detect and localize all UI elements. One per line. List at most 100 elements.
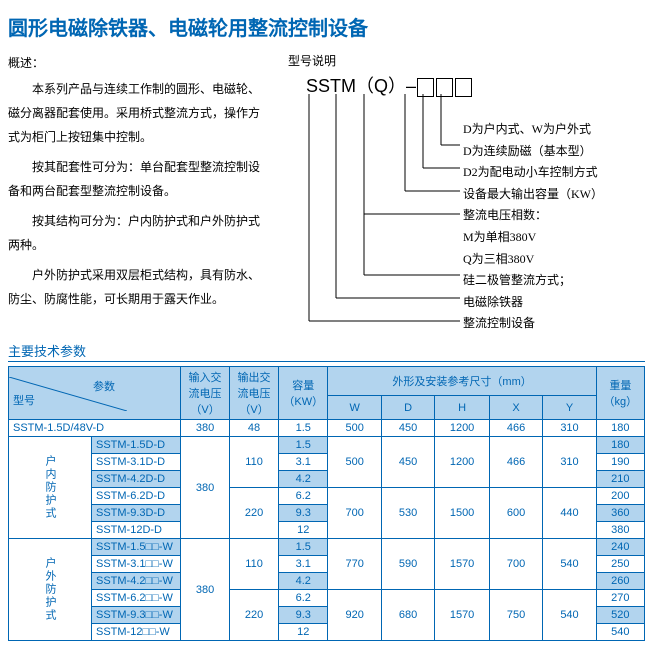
- side-indoor: 户内防护式: [9, 437, 92, 539]
- cell: 1570: [435, 539, 490, 590]
- overview-column: 概述： 本系列产品与连续工作制的圆形、电磁轮、磁分离器配套使用。采用桥式整流方式…: [8, 51, 270, 331]
- cell: 4.2: [279, 471, 328, 488]
- cell: 1200: [435, 420, 490, 437]
- h-x: X: [489, 396, 542, 420]
- cell: SSTM-1.5D/48V-D: [9, 420, 181, 437]
- cell: 380: [596, 522, 644, 539]
- cell: 260: [596, 573, 644, 590]
- cell: 380: [181, 420, 230, 437]
- cell: 600: [489, 488, 542, 539]
- cell: 110: [230, 437, 279, 488]
- cell: 1.5: [279, 420, 328, 437]
- h-wt: 重量（kg）: [596, 367, 644, 420]
- cell: 530: [381, 488, 434, 539]
- model-line: D为连续励磁（基本型）: [463, 141, 653, 163]
- model-heading: 型号说明: [288, 51, 645, 71]
- table-row: 户内防护式 SSTM-1.5D-D 380 110 1.5 500 450 12…: [9, 437, 645, 454]
- model-line: 电磁除铁器: [463, 292, 653, 314]
- cell: 520: [596, 607, 644, 624]
- model-line: D2为配电动小车控制方式: [463, 162, 653, 184]
- cell: 540: [596, 624, 644, 641]
- overview-p3: 按其结构可分为：户内防护式和户外防护式两种。: [8, 209, 270, 257]
- cell: 3.1: [279, 454, 328, 471]
- model-line: 硅二极管整流方式；: [463, 270, 653, 292]
- top-row: 概述： 本系列产品与连续工作制的圆形、电磁轮、磁分离器配套使用。采用桥式整流方式…: [8, 51, 645, 331]
- model-diagram: [288, 71, 468, 331]
- cell: 700: [489, 539, 542, 590]
- diag-header: 参数 型号: [9, 377, 119, 409]
- cell: SSTM-4.2D-D: [92, 471, 181, 488]
- cell: SSTM-6.2D-D: [92, 488, 181, 505]
- cell: 540: [543, 539, 596, 590]
- model-line: M为单相380V: [463, 227, 653, 249]
- cell: SSTM-12□□-W: [92, 624, 181, 641]
- cell: 180: [596, 437, 644, 454]
- model-line: 设备最大输出容量（KW）: [463, 184, 653, 206]
- cell: SSTM-12D-D: [92, 522, 181, 539]
- cell: 500: [328, 437, 381, 488]
- model-line: 整流电压相数：: [463, 205, 653, 227]
- cell: SSTM-3.1D-D: [92, 454, 181, 471]
- cell: 1500: [435, 488, 490, 539]
- h-out: 输出交流电压（V）: [230, 367, 279, 420]
- model-line: Q为三相380V: [463, 249, 653, 271]
- h-d: D: [381, 396, 434, 420]
- cell: 770: [328, 539, 381, 590]
- cell: 680: [381, 590, 434, 641]
- cell: 450: [381, 437, 434, 488]
- cell: 440: [543, 488, 596, 539]
- table-header-row: 参数 型号 输入交流电压（V） 输出交流电压（V） 容量（KW） 外形及安装参考…: [9, 367, 645, 396]
- h-dim: 外形及安装参考尺寸（mm）: [328, 367, 596, 396]
- cell: 190: [596, 454, 644, 471]
- cell: 380: [181, 437, 230, 539]
- cell: 920: [328, 590, 381, 641]
- cell: 590: [381, 539, 434, 590]
- model-column: 型号说明 SSTM（Q）–: [288, 51, 645, 331]
- cell: 6.2: [279, 590, 328, 607]
- page-title: 圆形电磁除铁器、电磁轮用整流控制设备: [8, 12, 645, 41]
- side-outdoor: 户外防护式: [9, 539, 92, 641]
- h-in: 输入交流电压（V）: [181, 367, 230, 420]
- cell: SSTM-3.1□□-W: [92, 556, 181, 573]
- cell: SSTM-4.2□□-W: [92, 573, 181, 590]
- cell: 210: [596, 471, 644, 488]
- table-row: SSTM-1.5D/48V-D 380 48 1.5 500 450 1200 …: [9, 420, 645, 437]
- overview-p1: 本系列产品与连续工作制的圆形、电磁轮、磁分离器配套使用。采用桥式整流方式，操作方…: [8, 77, 270, 149]
- cell: 180: [596, 420, 644, 437]
- overview-p4: 户外防护式采用双层柜式结构，具有防水、防尘、防腐性能，可长期用于露天作业。: [8, 263, 270, 311]
- header-model: 型号: [13, 392, 35, 408]
- cell: 466: [489, 420, 542, 437]
- cell: SSTM-1.5□□-W: [92, 539, 181, 556]
- model-line: 整流控制设备: [463, 313, 653, 335]
- cell: 1.5: [279, 437, 328, 454]
- cell: 48: [230, 420, 279, 437]
- model-labels: D为户内式、W为户外式 D为连续励磁（基本型） D2为配电动小车控制方式 设备最…: [463, 119, 653, 335]
- cell: 240: [596, 539, 644, 556]
- cell: SSTM-9.3D-D: [92, 505, 181, 522]
- overview-p2: 按其配套性可分为：单台配套型整流控制设备和两台配套型整流控制设备。: [8, 155, 270, 203]
- cell: 1200: [435, 437, 490, 488]
- cell: 450: [381, 420, 434, 437]
- table-row: 户外防护式 SSTM-1.5□□-W 380 110 1.5 770 590 1…: [9, 539, 645, 556]
- cell: 540: [543, 590, 596, 641]
- cell: 310: [543, 420, 596, 437]
- spec-table: 参数 型号 输入交流电压（V） 输出交流电压（V） 容量（KW） 外形及安装参考…: [8, 366, 645, 641]
- header-param: 参数: [93, 378, 115, 394]
- cell: SSTM-6.2□□-W: [92, 590, 181, 607]
- cell: 380: [181, 539, 230, 641]
- cell: 750: [489, 590, 542, 641]
- model-line: D为户内式、W为户外式: [463, 119, 653, 141]
- h-cap: 容量（KW）: [279, 367, 328, 420]
- spec-heading: 主要技术参数: [8, 341, 645, 362]
- cell: 700: [328, 488, 381, 539]
- cell: 9.3: [279, 505, 328, 522]
- h-w: W: [328, 396, 381, 420]
- cell: 110: [230, 539, 279, 590]
- cell: 310: [543, 437, 596, 488]
- cell: 220: [230, 488, 279, 539]
- table-row: SSTM-6.2D-D 220 6.2 700 530 1500 600 440…: [9, 488, 645, 505]
- cell: 1570: [435, 590, 490, 641]
- cell: 12: [279, 624, 328, 641]
- cell: 3.1: [279, 556, 328, 573]
- table-row: SSTM-6.2□□-W 220 6.2 920 680 1570 750 54…: [9, 590, 645, 607]
